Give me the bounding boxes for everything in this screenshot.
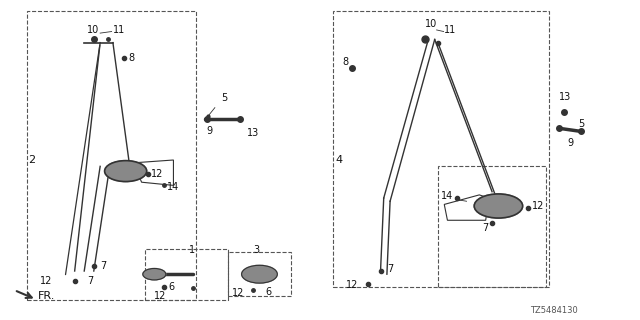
Circle shape <box>143 268 166 280</box>
Circle shape <box>474 194 523 218</box>
Text: 5: 5 <box>578 118 584 129</box>
Text: 3: 3 <box>253 245 259 255</box>
Text: 7: 7 <box>483 223 489 233</box>
Text: 7: 7 <box>88 276 93 285</box>
Text: 12: 12 <box>232 288 244 298</box>
Text: 2: 2 <box>28 155 35 165</box>
Text: 6: 6 <box>266 287 272 297</box>
Text: 12: 12 <box>532 201 545 211</box>
Text: 12: 12 <box>40 276 52 285</box>
Text: 7: 7 <box>387 264 393 275</box>
Text: 11: 11 <box>444 25 456 35</box>
Text: 6: 6 <box>168 282 175 292</box>
Text: 1: 1 <box>189 245 195 255</box>
Text: 4: 4 <box>336 155 343 165</box>
Text: 5: 5 <box>221 93 227 103</box>
Circle shape <box>104 161 147 181</box>
Text: 7: 7 <box>100 261 106 271</box>
Text: 10: 10 <box>425 19 437 28</box>
Text: TZ5484130: TZ5484130 <box>531 306 578 315</box>
Text: 12: 12 <box>346 280 358 290</box>
Text: 14: 14 <box>441 191 453 202</box>
Text: 13: 13 <box>246 128 259 138</box>
Text: 13: 13 <box>559 92 572 101</box>
Text: FR.: FR. <box>38 292 56 301</box>
Text: 9: 9 <box>207 126 212 136</box>
Text: 8: 8 <box>129 53 135 63</box>
Text: 8: 8 <box>342 57 348 67</box>
Text: 9: 9 <box>567 138 573 148</box>
Circle shape <box>242 265 277 283</box>
Text: 12: 12 <box>154 292 166 301</box>
Text: 12: 12 <box>151 169 163 179</box>
Text: 14: 14 <box>167 182 179 192</box>
Text: 11: 11 <box>113 25 125 35</box>
Text: 10: 10 <box>88 25 100 35</box>
